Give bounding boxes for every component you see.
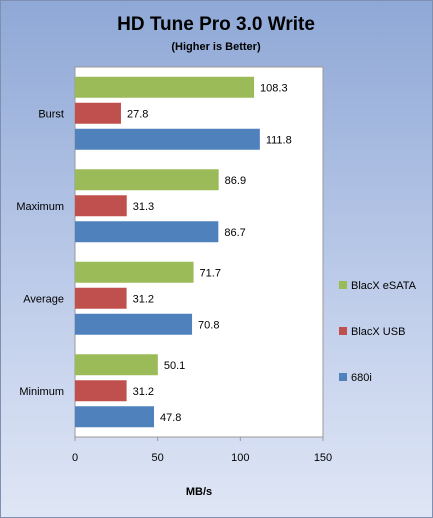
category-label-burst: Burst bbox=[38, 108, 64, 120]
value-label-average-blacx-esata: 71.7 bbox=[200, 267, 221, 279]
value-label-maximum-680i: 86.7 bbox=[224, 227, 245, 239]
bar-maximum-680i bbox=[75, 221, 219, 243]
legend-label-blacx-esata: BlacX eSATA bbox=[351, 280, 417, 292]
bar-burst-blacx-esata bbox=[75, 76, 255, 98]
bar-maximum-blacx-usb bbox=[75, 195, 127, 217]
chart-subtitle: (Higher is Better) bbox=[171, 41, 261, 53]
x-tick-label-0: 0 bbox=[72, 452, 78, 464]
value-label-burst-680i: 111.8 bbox=[266, 134, 292, 146]
bar-average-680i bbox=[75, 313, 193, 335]
value-label-average-680i: 70.8 bbox=[198, 319, 219, 331]
bar-burst-blacx-usb bbox=[75, 102, 121, 124]
plot-area bbox=[74, 66, 324, 438]
value-label-minimum-blacx-usb: 31.2 bbox=[133, 386, 154, 398]
value-label-maximum-blacx-esata: 86.9 bbox=[225, 175, 246, 187]
category-label-maximum: Maximum bbox=[16, 201, 64, 213]
legend-label-680i: 680i bbox=[351, 372, 372, 384]
category-label-average: Average bbox=[23, 293, 64, 305]
value-label-maximum-blacx-usb: 31.3 bbox=[133, 201, 154, 213]
value-label-burst-blacx-usb: 27.8 bbox=[127, 108, 148, 120]
bar-average-blacx-esata bbox=[75, 261, 194, 283]
x-axis-title: MB/s bbox=[186, 486, 212, 498]
legend-swatch-blacx-esata bbox=[339, 281, 347, 289]
x-tick-label-100: 100 bbox=[231, 452, 249, 464]
value-label-burst-blacx-esata: 108.3 bbox=[260, 82, 288, 94]
bar-average-blacx-usb bbox=[75, 287, 127, 309]
chart-title: HD Tune Pro 3.0 Write bbox=[117, 14, 315, 35]
legend-label-blacx-usb: BlacX USB bbox=[351, 326, 405, 338]
value-label-minimum-680i: 47.8 bbox=[160, 412, 181, 424]
value-label-average-blacx-usb: 31.2 bbox=[133, 293, 154, 305]
bar-minimum-680i bbox=[75, 406, 155, 428]
legend-swatch-blacx-usb bbox=[339, 327, 347, 335]
bar-minimum-blacx-usb bbox=[75, 380, 127, 402]
x-tick-label-50: 50 bbox=[152, 452, 164, 464]
category-label-minimum: Minimum bbox=[19, 386, 64, 398]
bar-minimum-blacx-esata bbox=[75, 354, 158, 376]
bar-maximum-blacx-esata bbox=[75, 169, 219, 191]
value-label-minimum-blacx-esata: 50.1 bbox=[164, 360, 185, 372]
legend-swatch-680i bbox=[339, 373, 347, 381]
x-tick-label-150: 150 bbox=[314, 452, 332, 464]
bar-burst-680i bbox=[75, 128, 260, 150]
